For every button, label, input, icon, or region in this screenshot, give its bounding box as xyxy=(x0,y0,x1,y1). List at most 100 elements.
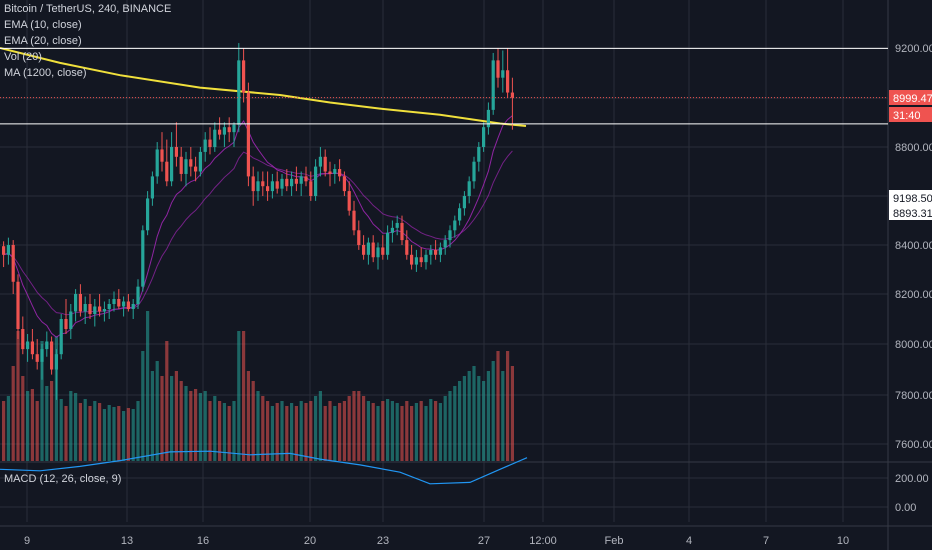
volume-bar xyxy=(203,391,207,461)
volume-bar xyxy=(146,311,150,461)
candle-body xyxy=(405,240,409,255)
volume-bar xyxy=(256,391,260,461)
candle xyxy=(448,225,452,248)
candle-body xyxy=(299,176,303,184)
price-badge-text: 31:40 xyxy=(893,110,921,122)
macd-pane xyxy=(0,450,528,485)
volume-bar xyxy=(438,403,442,461)
volume-bar xyxy=(376,406,380,461)
candle-body xyxy=(126,301,130,309)
volume-bar xyxy=(21,376,25,461)
volume-bar xyxy=(35,401,39,461)
volume-bar xyxy=(64,406,68,461)
indicator-ema10[interactable]: EMA (10, close) xyxy=(4,19,82,31)
candle xyxy=(275,171,279,194)
volume-bar xyxy=(141,351,145,461)
candle xyxy=(506,48,510,98)
candle-body xyxy=(112,299,116,304)
candle-body xyxy=(155,149,159,177)
candle xyxy=(237,43,241,133)
candle xyxy=(117,289,121,309)
indicator-vol[interactable]: Vol (20) xyxy=(4,51,42,63)
candle xyxy=(184,151,188,187)
volume-bar xyxy=(16,331,20,461)
chart-title: Bitcoin / TetherUS, 240, BINANCE xyxy=(4,3,171,15)
candle-body xyxy=(323,156,327,172)
candle-body xyxy=(318,156,322,167)
candle xyxy=(429,245,433,265)
candle xyxy=(270,173,274,199)
volume-bar xyxy=(458,381,462,461)
candle xyxy=(107,299,111,319)
candle-body xyxy=(285,178,289,187)
time-tick-label: 12:00 xyxy=(529,535,557,547)
candle-body xyxy=(458,208,462,221)
candle-body xyxy=(496,60,500,78)
candle-body xyxy=(78,294,82,312)
volume-bar xyxy=(107,405,111,461)
candle-body xyxy=(102,309,106,312)
volume-bar xyxy=(333,406,337,461)
volume-bar xyxy=(126,408,130,461)
candle-body xyxy=(501,70,505,78)
candle xyxy=(112,291,116,312)
candle xyxy=(462,191,466,216)
volume-bar xyxy=(275,403,279,461)
volume-bar xyxy=(242,331,246,461)
candle xyxy=(285,169,289,192)
candle-body xyxy=(117,299,121,307)
candle-body xyxy=(21,329,25,350)
volume-bar xyxy=(189,391,193,461)
candle xyxy=(131,299,135,319)
volume-bar xyxy=(30,389,34,461)
indicator-ema20[interactable]: EMA (20, close) xyxy=(4,35,82,47)
candle-body xyxy=(2,246,6,255)
candle xyxy=(299,171,303,196)
volume-bar xyxy=(246,371,250,461)
volume-bar xyxy=(299,401,303,461)
candle-body xyxy=(491,60,495,110)
macd-tick-label: 0.00 xyxy=(895,502,916,514)
candle xyxy=(69,304,73,339)
volume-bar xyxy=(309,401,313,461)
candle xyxy=(472,156,476,189)
candle xyxy=(45,331,49,357)
price-tick-label: 7600.00 xyxy=(895,439,932,451)
candle xyxy=(491,52,495,115)
indicator-ma1200[interactable]: MA (1200, close) xyxy=(4,67,87,79)
candle-body xyxy=(54,354,58,370)
candle xyxy=(218,117,222,140)
candle xyxy=(50,336,54,375)
candle xyxy=(314,159,318,201)
candle xyxy=(21,316,25,355)
candle xyxy=(419,247,423,268)
volume-bar xyxy=(434,401,438,461)
candle xyxy=(333,164,337,184)
volume-bar xyxy=(74,393,78,461)
candle xyxy=(338,159,342,182)
candle xyxy=(458,203,462,226)
candle xyxy=(266,171,270,201)
candle-body xyxy=(270,181,274,192)
candle-body xyxy=(232,124,236,133)
volume-bar xyxy=(414,403,418,461)
volume-bar xyxy=(261,396,265,461)
macd-label[interactable]: MACD (12, 26, close, 9) xyxy=(4,473,121,485)
candle-body xyxy=(122,301,126,307)
candle-body xyxy=(93,306,97,314)
candle xyxy=(390,220,394,243)
time-tick-label: 16 xyxy=(197,535,209,547)
candle xyxy=(366,237,370,265)
candle xyxy=(357,220,361,250)
price-tick-label: 8400.00 xyxy=(895,240,932,252)
candle xyxy=(54,349,58,400)
candle-body xyxy=(35,354,39,362)
candle-body xyxy=(472,161,476,182)
candle-body xyxy=(366,242,370,255)
volume-bar xyxy=(93,401,97,461)
volume-bar xyxy=(352,391,356,461)
volume-bar xyxy=(410,406,414,461)
candle xyxy=(16,274,20,339)
